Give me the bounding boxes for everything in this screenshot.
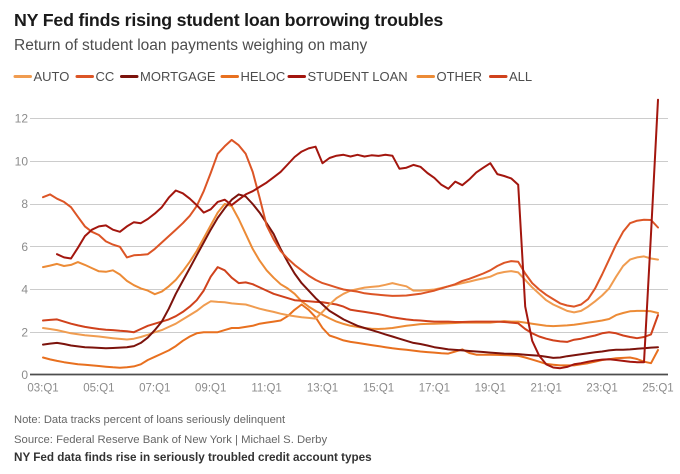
svg-text:8: 8 <box>21 197 28 211</box>
svg-text:19:Q1: 19:Q1 <box>475 383 506 395</box>
svg-text:23:Q1: 23:Q1 <box>586 383 617 395</box>
svg-text:6: 6 <box>21 240 28 254</box>
svg-text:12: 12 <box>15 112 29 126</box>
svg-text:HELOC: HELOC <box>241 69 286 84</box>
svg-text:OTHER: OTHER <box>437 69 483 84</box>
svg-text:05:Q1: 05:Q1 <box>83 383 114 395</box>
svg-text:13:Q1: 13:Q1 <box>307 383 338 395</box>
svg-text:STUDENT LOAN: STUDENT LOAN <box>308 69 408 84</box>
svg-text:09:Q1: 09:Q1 <box>195 383 226 395</box>
svg-text:AUTO: AUTO <box>34 69 70 84</box>
svg-text:10: 10 <box>15 154 29 168</box>
svg-text:2: 2 <box>21 325 28 339</box>
svg-text:03:Q1: 03:Q1 <box>27 383 58 395</box>
svg-text:ALL: ALL <box>509 69 532 84</box>
svg-text:17:Q1: 17:Q1 <box>419 383 450 395</box>
svg-text:4: 4 <box>21 283 28 297</box>
svg-text:11:Q1: 11:Q1 <box>251 383 281 395</box>
svg-text:25:Q1: 25:Q1 <box>642 383 673 395</box>
svg-text:15:Q1: 15:Q1 <box>363 383 394 395</box>
svg-text:21:Q1: 21:Q1 <box>531 383 562 395</box>
svg-text:MORTGAGE: MORTGAGE <box>140 69 216 84</box>
svg-text:0: 0 <box>21 368 28 382</box>
svg-text:07:Q1: 07:Q1 <box>139 383 170 395</box>
svg-text:CC: CC <box>96 69 115 84</box>
